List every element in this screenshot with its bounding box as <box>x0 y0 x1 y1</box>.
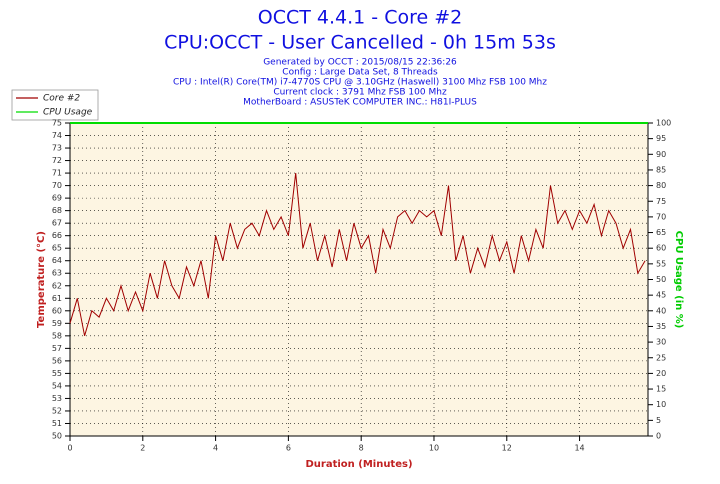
y2-tick-label: 15 <box>656 385 666 394</box>
legend-label: Core #2 <box>43 94 80 104</box>
y-tick-label: 53 <box>52 394 62 403</box>
legend-label: CPU Usage <box>43 108 93 118</box>
y-tick-label: 61 <box>52 294 62 303</box>
y2-tick-label: 30 <box>656 338 666 347</box>
y2-tick-label: 25 <box>656 353 666 362</box>
chart-title: OCCT 4.4.1 - Core #2 <box>258 7 462 29</box>
y-axis-label: Temperature (°C) <box>36 231 47 328</box>
info-line: Config : Large Data Set, 8 Threads <box>282 68 438 78</box>
y2-tick-label: 85 <box>656 165 666 174</box>
x-tick-label: 0 <box>67 444 72 453</box>
y-tick-label: 66 <box>52 231 62 240</box>
x-tick-label: 2 <box>140 444 145 453</box>
y-tick-label: 56 <box>52 356 62 365</box>
info-line: CPU : Intel(R) Core(TM) i7-4770S CPU @ 3… <box>173 78 547 88</box>
y-tick-label: 59 <box>52 319 62 328</box>
y-tick-label: 50 <box>52 432 62 441</box>
y-tick-label: 72 <box>52 156 62 165</box>
y2-tick-label: 0 <box>656 432 661 441</box>
y-tick-label: 54 <box>52 381 62 390</box>
y2-tick-label: 65 <box>656 228 666 237</box>
y-tick-label: 74 <box>52 131 62 140</box>
y2-axis-label: CPU Usage (in %) <box>673 231 684 329</box>
legend-box <box>11 89 99 121</box>
y2-tick-label: 35 <box>656 322 666 331</box>
y-tick-label: 63 <box>52 269 62 278</box>
y-tick-label: 52 <box>52 406 62 415</box>
y-tick-label: 58 <box>52 331 62 340</box>
x-tick-label: 6 <box>286 444 291 453</box>
y2-tick-label: 100 <box>656 119 671 128</box>
info-line: MotherBoard : ASUSTeK COMPUTER INC.: H81… <box>243 98 477 108</box>
y-tick-label: 69 <box>52 194 62 203</box>
x-tick-label: 14 <box>574 444 584 453</box>
y2-tick-label: 40 <box>656 306 666 315</box>
y2-tick-label: 55 <box>656 259 666 268</box>
y2-tick-label: 20 <box>656 369 666 378</box>
x-axis-label: Duration (Minutes) <box>305 459 412 470</box>
y-tick-label: 60 <box>52 306 62 315</box>
y2-tick-label: 10 <box>656 400 666 409</box>
y2-tick-label: 75 <box>656 197 666 206</box>
y-tick-label: 75 <box>52 119 62 128</box>
y-tick-label: 70 <box>52 181 62 190</box>
y-tick-label: 67 <box>52 219 62 228</box>
y-tick-label: 57 <box>52 344 62 353</box>
y-tick-label: 73 <box>52 144 62 153</box>
y-tick-label: 65 <box>52 244 62 253</box>
y2-tick-label: 45 <box>656 291 666 300</box>
y2-tick-label: 50 <box>656 275 666 284</box>
y-tick-label: 64 <box>52 256 62 265</box>
y2-tick-label: 95 <box>656 134 666 143</box>
chart-subtitle: CPU:OCCT - User Cancelled - 0h 15m 53s <box>164 32 556 54</box>
y2-tick-label: 70 <box>656 212 666 221</box>
y-tick-label: 71 <box>52 169 62 178</box>
y2-tick-label: 80 <box>656 181 666 190</box>
y-tick-label: 62 <box>52 281 62 290</box>
plot-area <box>70 123 648 436</box>
series-line <box>69 173 646 336</box>
x-tick-label: 8 <box>359 444 364 453</box>
info-line: Current clock : 3791 Mhz FSB 100 Mhz <box>273 88 447 98</box>
info-line: Generated by OCCT : 2015/08/15 22:36:26 <box>263 58 457 68</box>
y-tick-label: 68 <box>52 206 62 215</box>
y2-tick-label: 90 <box>656 150 666 159</box>
x-tick-label: 4 <box>213 444 218 453</box>
y2-tick-label: 5 <box>656 416 661 425</box>
y2-tick-label: 60 <box>656 244 666 253</box>
x-tick-label: 12 <box>502 444 512 453</box>
y-tick-label: 55 <box>52 369 62 378</box>
y-tick-label: 51 <box>52 419 62 428</box>
x-tick-label: 10 <box>429 444 439 453</box>
